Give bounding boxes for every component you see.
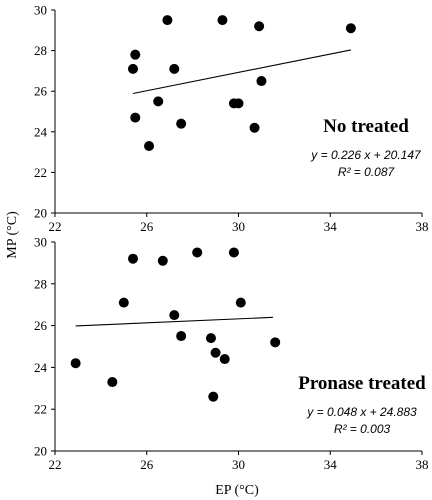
x-axis-label: EP (°C): [215, 483, 259, 498]
x-tick-label: 30: [232, 457, 245, 472]
data-point: [118, 297, 129, 308]
data-point: [176, 331, 187, 342]
x-tick-label: 22: [49, 457, 62, 472]
regression-equation: y = 0.226 x + 20.147: [310, 148, 422, 162]
data-point: [144, 141, 155, 152]
x-tick-label: 34: [324, 457, 338, 472]
y-tick-label: 20: [34, 444, 47, 459]
x-tick-label: 30: [232, 219, 245, 234]
data-point: [153, 96, 164, 107]
y-tick-label: 30: [34, 3, 47, 18]
data-point: [127, 253, 138, 264]
y-tick-label: 24: [34, 124, 48, 139]
y-tick-label: 20: [34, 206, 47, 221]
data-point: [228, 247, 239, 258]
y-tick-label: 24: [34, 360, 48, 375]
r-squared: R² = 0.003: [334, 422, 391, 436]
r-squared: R² = 0.087: [338, 165, 396, 179]
x-tick-label: 22: [49, 219, 62, 234]
y-tick-label: 22: [34, 165, 47, 180]
x-tick-label: 26: [140, 219, 154, 234]
data-point: [192, 247, 203, 258]
data-point: [345, 23, 356, 34]
x-tick-label: 34: [324, 219, 338, 234]
x-tick-label: 38: [416, 219, 429, 234]
data-point: [219, 354, 230, 365]
data-point: [162, 15, 173, 26]
data-point: [208, 391, 219, 402]
data-point: [205, 333, 216, 344]
data-point: [254, 21, 265, 32]
data-point: [233, 98, 244, 109]
trendline: [75, 316, 273, 327]
data-point: [169, 63, 180, 74]
y-tick-label: 26: [34, 318, 48, 333]
data-point: [157, 255, 168, 266]
x-tick-label: 26: [140, 457, 154, 472]
data-point: [107, 377, 118, 388]
panel-title: No treated: [323, 116, 409, 137]
data-point: [235, 297, 246, 308]
data-point: [130, 49, 141, 60]
y-tick-label: 22: [34, 402, 47, 417]
data-point: [130, 112, 141, 123]
data-point: [270, 337, 281, 348]
data-point: [210, 347, 221, 358]
data-point: [217, 15, 228, 26]
y-axis-label: MP (°C): [5, 211, 20, 259]
data-point: [169, 310, 180, 321]
data-point: [70, 358, 81, 369]
y-tick-label: 30: [34, 235, 47, 250]
y-tick-label: 26: [34, 84, 48, 99]
data-point: [176, 118, 187, 129]
y-tick-label: 28: [34, 43, 47, 58]
data-point: [256, 76, 267, 87]
panel-title: Pronase treated: [298, 373, 426, 394]
data-point: [249, 122, 260, 133]
x-tick-label: 38: [416, 457, 429, 472]
data-point: [127, 63, 138, 74]
trendline: [132, 49, 352, 95]
y-tick-label: 28: [34, 276, 47, 291]
regression-equation: y = 0.048 x + 24.883: [306, 405, 417, 419]
